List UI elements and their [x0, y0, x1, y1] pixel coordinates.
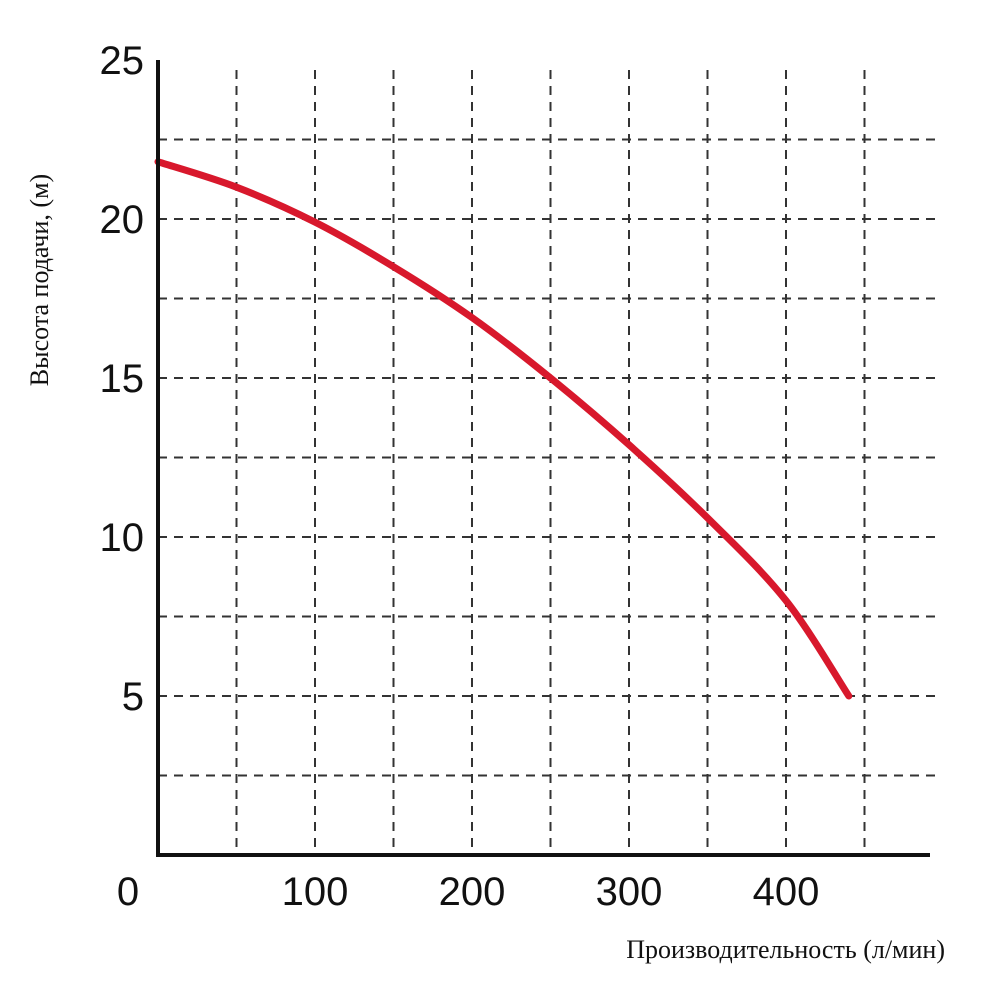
x-axis-title: Производительность (л/мин)	[626, 935, 945, 964]
grid-layer	[158, 70, 935, 855]
x-tick-label: 0	[117, 870, 139, 914]
x-tick-label: 200	[439, 870, 506, 914]
y-tick-label: 10	[100, 516, 145, 560]
series-layer	[154, 158, 853, 700]
tick-labels: 5 10 15 20 25 0 100 200 300 400	[100, 39, 820, 914]
y-tick-label: 20	[100, 198, 145, 242]
series-line	[154, 158, 853, 700]
y-tick-label: 15	[100, 357, 145, 401]
y-tick-label: 5	[122, 675, 144, 719]
y-axis-title: Высота подачи, (м)	[25, 174, 54, 386]
y-tick-label: 25	[100, 39, 145, 83]
x-tick-label: 100	[282, 870, 349, 914]
x-tick-label: 300	[596, 870, 663, 914]
x-tick-label: 400	[753, 870, 820, 914]
